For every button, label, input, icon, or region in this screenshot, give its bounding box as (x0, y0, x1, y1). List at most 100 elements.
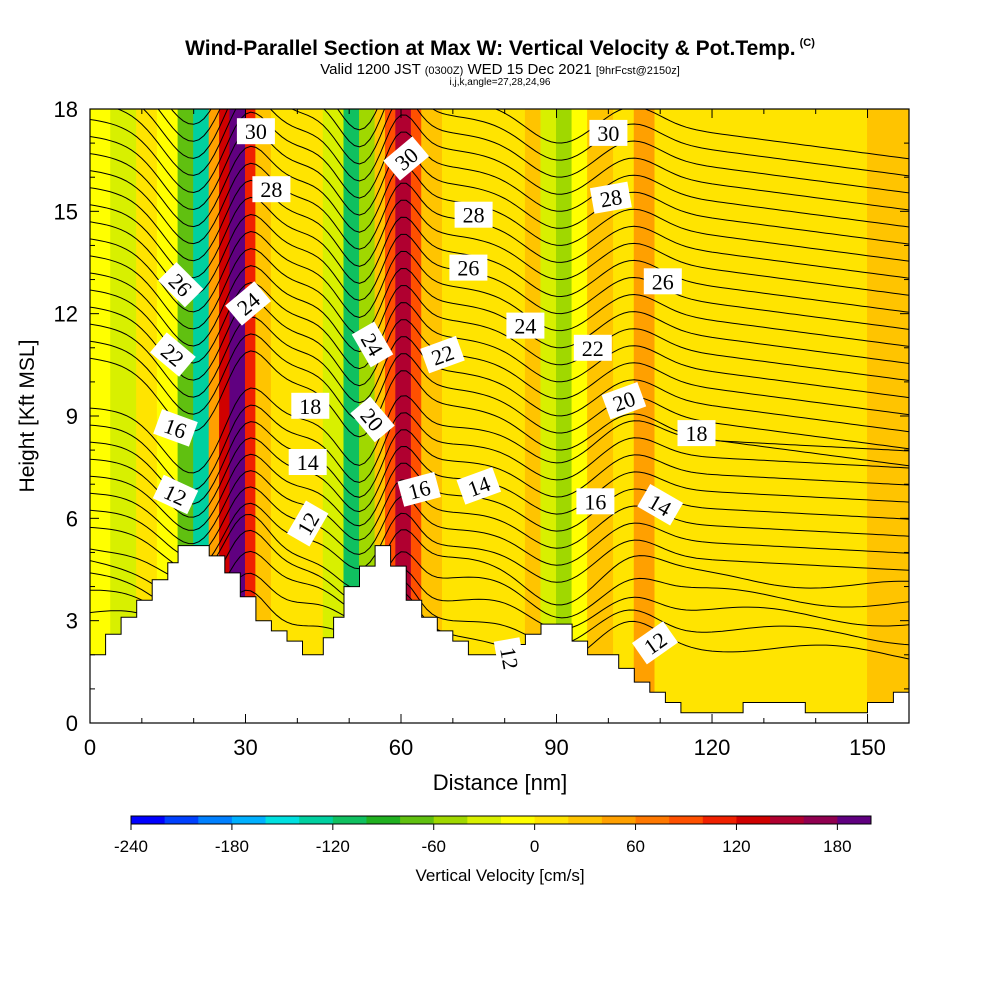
isentrope-289 (90, 437, 909, 518)
colorbar-label: Vertical Velocity [cm/s] (415, 866, 584, 885)
velocity-cell (322, 109, 345, 723)
contour-label-text: 30 (245, 119, 267, 144)
isentrope-295 (90, 316, 909, 433)
velocity-cell (208, 109, 221, 723)
contour-label-bg (351, 321, 394, 368)
isentrope-283 (90, 529, 909, 619)
colorbar-swatch (534, 816, 569, 824)
contour-label: 14 (288, 449, 327, 475)
isentrope-307 (90, 111, 909, 228)
isentrope-290 (90, 421, 909, 505)
valid-prefix: Valid 1200 JST (320, 61, 421, 78)
contour-label: 16 (397, 471, 441, 507)
isentrope-288 (90, 453, 909, 532)
contour-label-bg (493, 637, 527, 680)
contour-label-text: 24 (514, 314, 536, 339)
chart-subtitle: Valid 1200 JST (0300Z) WED 15 Dec 2021 [… (0, 61, 1000, 78)
contour-label-text: 18 (299, 394, 321, 419)
colorbar-tick-label: 120 (722, 837, 750, 856)
contour-label: 12 (493, 637, 527, 680)
contour-label-bg (631, 621, 679, 665)
contour-label: 22 (573, 334, 612, 361)
contour-label-bg (158, 262, 204, 308)
isentrope-294 (90, 333, 909, 450)
colorbar-tick-label: -120 (316, 837, 350, 856)
isentrope-287 (90, 470, 909, 549)
contour-label-text: 26 (652, 269, 674, 294)
isentrope-302 (90, 196, 909, 313)
y-tick-label: 12 (54, 302, 78, 327)
y-axis-label: Height [Kft MSL] (16, 340, 39, 493)
colorbar-swatch (770, 816, 805, 824)
contour-label: 16 (576, 488, 615, 515)
contour-label-bg (288, 449, 327, 475)
isentrope-292 (90, 387, 909, 474)
contour-label: 24 (506, 312, 545, 339)
velocity-cell (410, 109, 423, 723)
colorbar-tick-label: 60 (626, 837, 645, 856)
contour-label-text: 16 (584, 489, 606, 514)
contour-label: 28 (252, 176, 291, 203)
y-tick-label: 6 (66, 506, 78, 531)
colorbar-tick-label: -60 (421, 837, 446, 856)
colorbar-swatch (601, 816, 637, 824)
velocity-cell (90, 109, 112, 723)
contour-label-bg (589, 119, 628, 146)
colorbar-tick-label: -240 (114, 837, 148, 856)
colorbar-swatch (837, 816, 872, 824)
contour-label-bg (420, 335, 465, 374)
velocity-cell (540, 109, 558, 723)
velocity-cell (255, 109, 272, 723)
isentrope-306 (90, 128, 909, 245)
isentrope-296 (90, 299, 909, 416)
isentrope-298 (90, 265, 909, 381)
copyright-mark: (C) (799, 37, 815, 49)
contour-label-bg (291, 392, 330, 419)
colorbar-swatch (568, 816, 603, 824)
y-tick-label: 9 (66, 404, 78, 429)
contour-label: 28 (454, 201, 493, 228)
contour-label-bg (286, 500, 329, 547)
terrain-mask (89, 545, 910, 724)
isentrope-305 (90, 145, 909, 262)
colorbar-swatch (736, 816, 771, 824)
colorbar-swatch (400, 816, 435, 824)
colorbar-swatch (366, 816, 401, 824)
colorbar-swatch (131, 816, 166, 824)
contour-label: 16 (153, 409, 198, 447)
colorbar-tick-label: 180 (823, 837, 851, 856)
colorbar-swatch (265, 816, 300, 824)
x-tick-label: 120 (694, 735, 731, 760)
contour-label: 26 (643, 268, 682, 295)
velocity-cell (245, 109, 257, 723)
colorbar-swatch (467, 816, 502, 824)
colorbar-swatch (803, 816, 838, 824)
contour-label-bg (454, 201, 493, 228)
chart-title: Wind-Parallel Section at Max W: Vertical… (0, 37, 1000, 61)
contour-label-bg (506, 312, 545, 339)
colorbar-swatch (231, 816, 267, 824)
contour-label-text: 18 (686, 421, 708, 446)
velocity-cell (229, 109, 247, 723)
colorbar-swatch (433, 816, 468, 824)
contour-label-bg (573, 334, 612, 361)
contour-label-text: 14 (297, 450, 319, 475)
isentrope-299 (90, 248, 909, 364)
velocity-cell (136, 109, 158, 723)
contour-label-bg (589, 181, 632, 214)
contour-label-bg (350, 396, 395, 443)
contour-label-bg (677, 420, 716, 447)
contour-label-bg (456, 467, 502, 505)
contour-label-text: 26 (457, 256, 479, 281)
contour-label-bg (643, 268, 682, 295)
colorbar-swatch (164, 816, 199, 824)
contour-label-text: 22 (582, 336, 604, 361)
colorbar: -240 -180 -120 -60 0 60 120 180 (114, 815, 872, 856)
isentrope-284 (90, 513, 909, 606)
colorbar-swatch (635, 816, 670, 824)
velocity-cell (421, 109, 443, 723)
colorbar-tick-label: 0 (530, 837, 539, 856)
x-axis-label: Distance [nm] (433, 770, 568, 795)
y-tick-label: 15 (54, 199, 78, 224)
